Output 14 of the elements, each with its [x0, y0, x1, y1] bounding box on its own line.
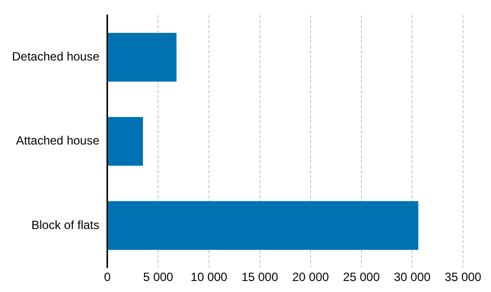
x-tick-label: 10 000: [190, 270, 228, 284]
x-tick-label: 0: [104, 270, 112, 284]
bar: [108, 201, 418, 250]
bar: [108, 117, 143, 166]
x-tick-label: 30 000: [394, 270, 431, 284]
x-tick-label: 20 000: [292, 270, 330, 284]
x-tick-label: 25 000: [343, 270, 380, 284]
y-tick-label: Detached house: [12, 50, 100, 64]
x-tick-label: 5 000: [143, 270, 174, 284]
x-tick-label: 35 000: [444, 270, 482, 284]
y-tick-label: Block of flats: [31, 218, 100, 232]
bar: [108, 32, 176, 82]
x-tick-label: 15 000: [241, 270, 278, 284]
y-tick-label: Attached house: [16, 134, 100, 148]
